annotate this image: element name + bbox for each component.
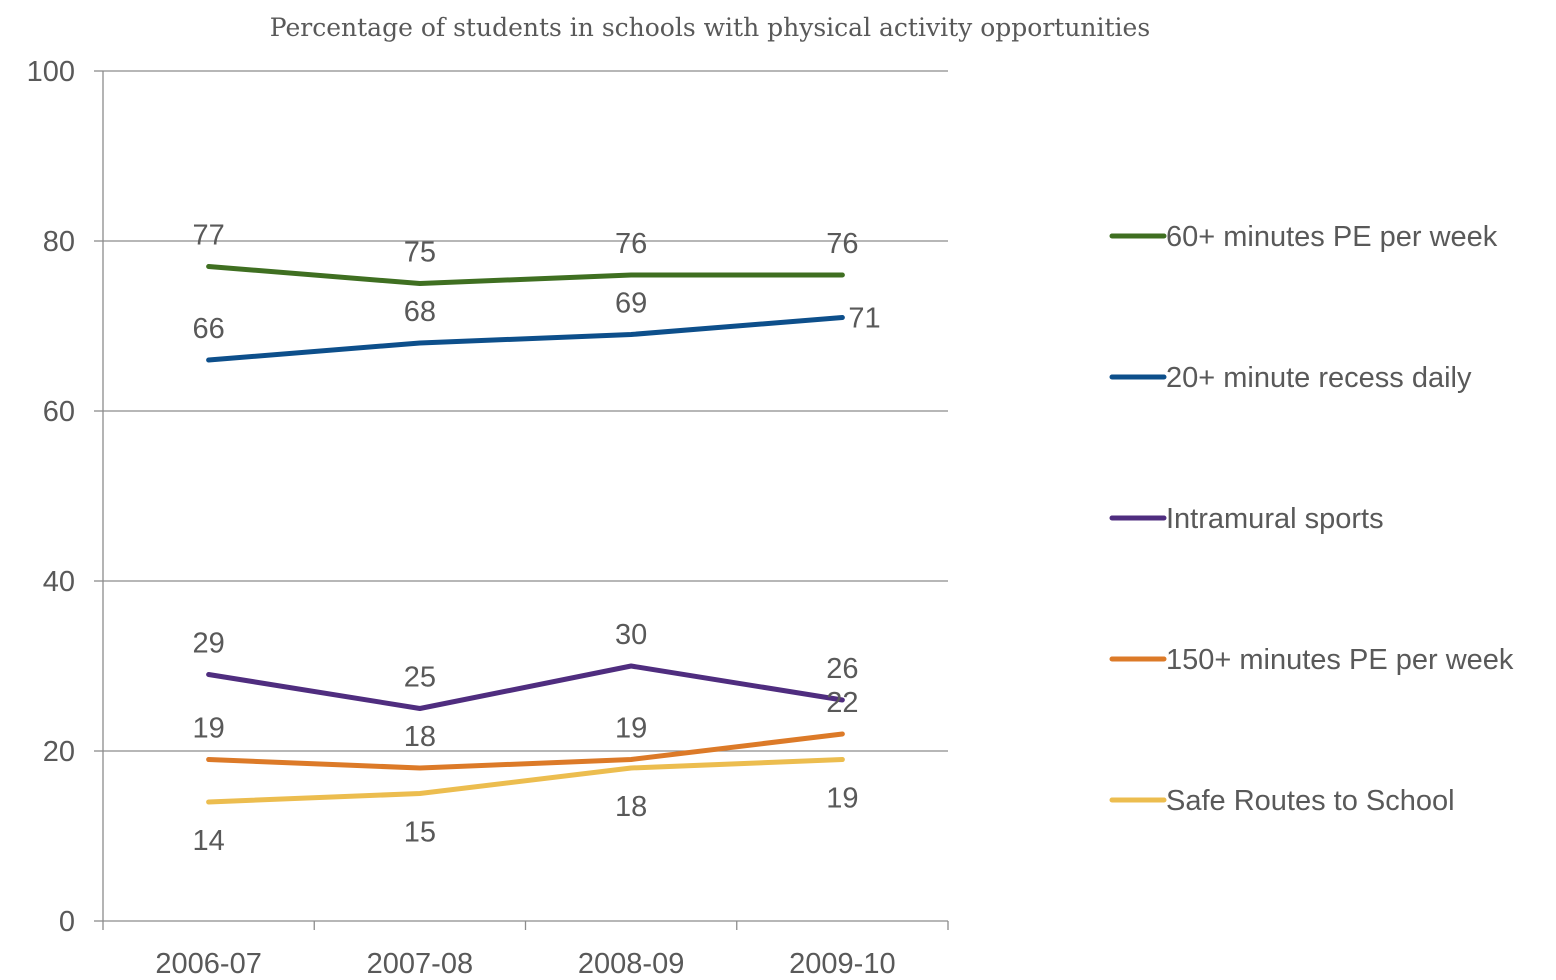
- data-label: 19: [192, 713, 224, 745]
- series-line: [206, 264, 845, 286]
- data-label: 77: [192, 220, 224, 252]
- series-line: [206, 315, 845, 363]
- data-label: 14: [192, 825, 224, 857]
- data-label: 25: [404, 662, 436, 694]
- x-tick-label: 2008-09: [578, 948, 684, 980]
- x-tick-label: 2007-08: [367, 948, 473, 980]
- data-label: 19: [615, 713, 647, 745]
- data-label: 15: [404, 817, 436, 849]
- data-label: 22: [826, 687, 858, 719]
- legend-label: Intramural sports: [1166, 503, 1384, 535]
- legend-label: Safe Routes to School: [1166, 785, 1455, 817]
- y-tick-label: 60: [43, 396, 75, 428]
- gridlines: [103, 70, 948, 752]
- data-label: 71: [848, 303, 880, 335]
- y-tick-label: 0: [59, 906, 75, 938]
- x-tick-label: 2006-07: [155, 948, 261, 980]
- data-label: 26: [826, 653, 858, 685]
- y-tick-label: 80: [43, 226, 75, 258]
- y-axis-tick-labels: 0 20 40 60 80 100: [27, 56, 75, 938]
- y-tick-label: 20: [43, 736, 75, 768]
- x-axis-tick-labels: 2006-07 2007-08 2008-09 2009-10: [155, 948, 895, 980]
- legend-label: 20+ minute recess daily: [1166, 362, 1472, 394]
- legend-label: 150+ minutes PE per week: [1166, 644, 1514, 676]
- axes: [94, 70, 949, 930]
- y-tick-label: 100: [27, 56, 75, 88]
- x-tick-label: 2009-10: [789, 948, 895, 980]
- data-label: 30: [615, 619, 647, 651]
- data-label: 18: [615, 791, 647, 823]
- data-label: 76: [615, 228, 647, 260]
- data-label: 18: [404, 721, 436, 753]
- chart-title: Percentage of students in schools with p…: [270, 13, 1150, 42]
- series-line: [206, 731, 845, 771]
- data-label: 69: [615, 288, 647, 320]
- series-lines: [206, 264, 845, 805]
- legend: 60+ minutes PE per week 20+ minute recess…: [1109, 221, 1514, 817]
- y-tick-label: 40: [43, 566, 75, 598]
- data-label: 75: [404, 237, 436, 269]
- data-label: 76: [826, 228, 858, 260]
- data-label: 68: [404, 296, 436, 328]
- data-labels: 77 75 76 76 66 68 69 71 29 25 30 26 19 18 19 22 14 15 18 19: [192, 220, 880, 858]
- series-line: [206, 663, 845, 711]
- legend-label: 60+ minutes PE per week: [1166, 221, 1498, 253]
- data-label: 29: [192, 628, 224, 660]
- data-label: 66: [192, 313, 224, 345]
- data-label: 19: [826, 783, 858, 815]
- series-line: [206, 757, 845, 805]
